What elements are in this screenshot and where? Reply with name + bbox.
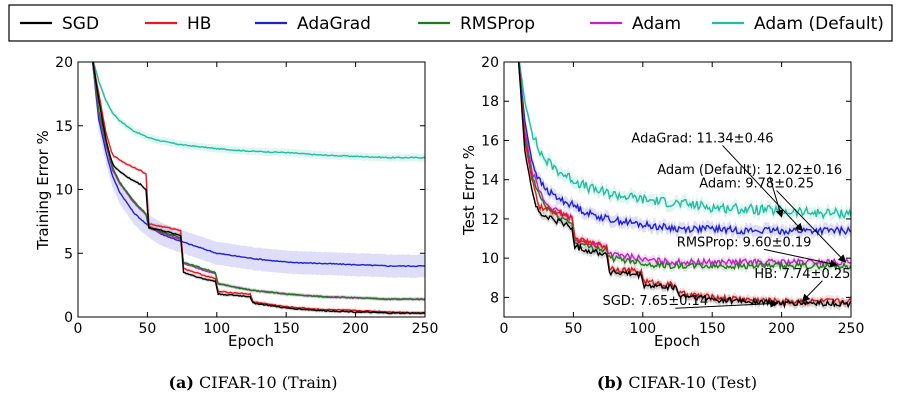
test-xtick-label: 100 <box>629 321 656 337</box>
annotation-0: AdaGrad: 11.34±0.46 <box>631 131 804 232</box>
train-xtick-label: 50 <box>138 321 156 337</box>
test-ytick-label: 8 <box>490 290 499 306</box>
train-error-chart: 0 50 100 150 200 250 0 5 10 15 20 Epoch Training E… <box>34 55 439 392</box>
annotation-label: SGD: 7.65±0.14 <box>602 294 708 309</box>
annotation-label: AdaGrad: 11.34±0.46 <box>631 131 773 146</box>
train-ytick-label: 5 <box>64 246 73 262</box>
legend-item-rmsprop: RMSProp <box>418 14 535 34</box>
test-error-chart: 0 50 100 150 200 250 8 10 12 14 16 18 20 AdaGrad: 11… <box>460 55 865 392</box>
annotation-label: RMSProp: 9.60±0.19 <box>677 235 812 250</box>
train-line-adagrad <box>91 62 425 268</box>
test-x-axis-label: Epoch <box>654 332 700 350</box>
test-line-hb <box>517 62 851 306</box>
annotation-arrow <box>764 248 839 268</box>
annotation-label: Adam: 9.78±0.25 <box>699 177 814 192</box>
legend-item-adam_default: Adam (Default) <box>712 14 884 34</box>
train-xtick-label: 150 <box>273 321 300 337</box>
legend-label-adam: Adam <box>632 14 681 34</box>
train-line-rmsprop <box>92 62 425 301</box>
legend: SGD HB AdaGrad RMSProp Adam Adam (Default) <box>8 4 893 42</box>
train-y-axis-label: Training Error % <box>34 130 52 251</box>
annotation-1: Adam (Default): 12.02±0.16 <box>657 163 842 218</box>
train-caption: (a) CIFAR-10 (Train) <box>168 373 337 392</box>
annotation-arrow <box>722 145 804 232</box>
annotation-4: HB: 7.74±0.25 <box>754 267 850 303</box>
legend-item-hb: HB <box>145 14 211 34</box>
train-xtick-label: 250 <box>412 321 439 337</box>
test-y-axis-label: Test Error % <box>460 145 478 236</box>
train-xtick-label: 200 <box>342 321 369 337</box>
test-ytick-label: 18 <box>481 94 499 110</box>
annotation-arrow <box>801 280 823 303</box>
train-ytick-label: 0 <box>64 310 73 326</box>
test-band-adam_default <box>518 62 851 224</box>
test-plot-frame <box>503 61 852 318</box>
train-line-adam_default <box>92 62 425 159</box>
train-x-axis-label: Epoch <box>228 332 274 350</box>
legend-label-rmsprop: RMSProp <box>460 14 535 34</box>
test-caption-text: CIFAR-10 (Test) <box>623 373 757 392</box>
train-caption-text: CIFAR-10 (Train) <box>194 373 338 392</box>
test-ytick-label: 14 <box>481 173 499 189</box>
test-ytick-label: 12 <box>481 212 499 228</box>
test-xtick-label: 250 <box>838 321 865 337</box>
train-ytick-label: 15 <box>55 119 73 135</box>
test-line-sgd <box>517 62 851 309</box>
train-plot-frame <box>77 61 426 318</box>
legend-label-adam_default: Adam (Default) <box>754 14 884 34</box>
train-band-adam_default <box>92 62 425 162</box>
test-ytick-label: 20 <box>481 55 499 71</box>
train-ytick-label: 20 <box>55 55 73 71</box>
legend-item-adagrad: AdaGrad <box>255 14 371 34</box>
test-caption-letter: (b) <box>597 373 623 392</box>
legend-label-adagrad: AdaGrad <box>297 14 371 34</box>
legend-item-sgd: SGD <box>20 14 99 34</box>
annotation-arrow <box>675 299 779 309</box>
test-caption: (b) CIFAR-10 (Test) <box>597 373 757 392</box>
legend-label-sgd: SGD <box>62 14 99 34</box>
test-xtick-label: 200 <box>768 321 795 337</box>
legend-item-adam: Adam <box>590 14 681 34</box>
annotation-arrow <box>776 190 847 263</box>
train-line-sgd <box>92 62 425 315</box>
annotation-3: RMSProp: 9.60±0.19 <box>677 235 839 268</box>
test-xtick-label: 0 <box>500 321 509 337</box>
annotation-label: Adam (Default): 12.02±0.16 <box>657 163 842 178</box>
annotation-label: HB: 7.74±0.25 <box>754 267 850 282</box>
train-xtick-label: 100 <box>203 321 230 337</box>
test-ytick-label: 16 <box>481 133 499 149</box>
annotation-2: Adam: 9.78±0.25 <box>699 177 847 263</box>
annotation-5: SGD: 7.65±0.14 <box>602 294 779 309</box>
train-band-adagrad <box>91 62 425 278</box>
test-xtick-label: 50 <box>564 321 582 337</box>
test-xtick-label: 150 <box>699 321 726 337</box>
annotation-arrow <box>769 176 784 218</box>
train-ytick-label: 10 <box>55 183 73 199</box>
train-xtick-label: 0 <box>74 321 83 337</box>
test-ytick-label: 10 <box>481 251 499 267</box>
train-caption-letter: (a) <box>168 373 194 392</box>
legend-label-hb: HB <box>187 14 211 34</box>
